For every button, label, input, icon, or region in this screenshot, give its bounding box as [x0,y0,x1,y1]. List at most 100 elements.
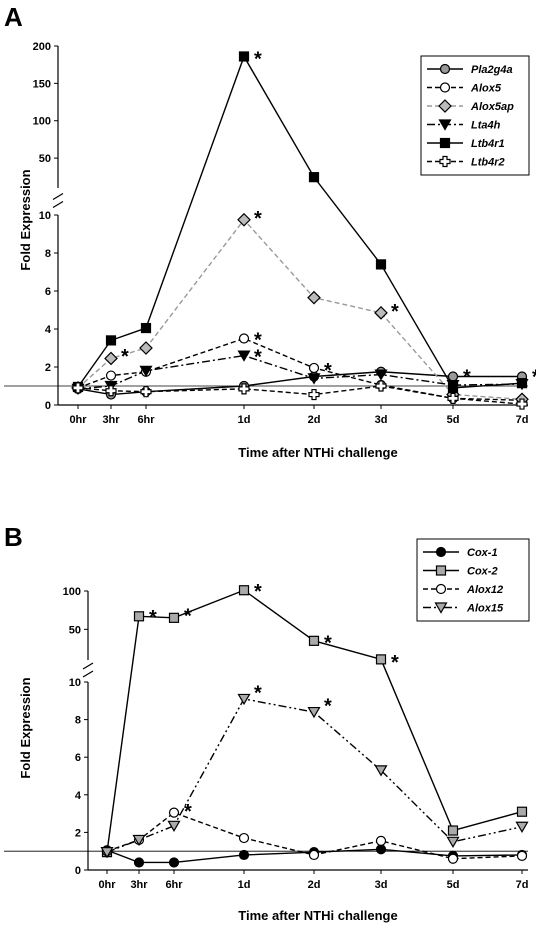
panel-a-series-line [77,354,523,390]
panel-a-data-point [72,382,84,394]
panel-a-data-point [447,392,459,404]
panel-b-data-point [132,834,146,847]
panel-a-y-tick-label: 10 [39,210,51,222]
panel-b-x-tick-label: 3hr [130,879,148,891]
panel-a-legend-box [420,55,530,176]
panel-b-x-axis-title: Time after NTHi challenge [238,908,397,923]
panel-b-legend-marker [434,602,448,614]
panel-a-legend-marker [439,155,451,168]
panel-b-y-axis-title: Fold Expression [18,677,33,778]
panel-b-significance-star: * [254,683,262,705]
panel-a-data-point [375,259,387,270]
panel-b-data-point [516,850,528,862]
panel-a-data-point [447,382,459,393]
panel-a-significance-star: * [391,301,399,323]
panel-b-chart: B Fold Expression Time after NTHi challe… [4,522,530,923]
panel-b-axis-break-mark [82,662,94,670]
panel-a-axis-break-mark [52,192,64,201]
panel-a-y-tick-label: 4 [45,324,52,336]
panel-b-data-point [446,836,460,848]
panel-b-legend-label: Cox-1 [467,547,498,559]
panel-a-y-tick-label: 6 [45,286,51,298]
panel-a-significance-star: * [532,367,536,389]
panel-b-x-tick-label: 7d [516,879,529,891]
panel-a-legend-marker [439,137,451,149]
panel-b-data-point [238,585,250,596]
panel-a-data-point [307,290,321,305]
panel-b-significance-star: * [149,607,157,629]
panel-a-significance-star: * [254,330,262,352]
panel-a-data-point [140,322,152,334]
panel-a-axis-break-mark [52,200,64,209]
panel-b-x-tick-label: 3d [375,879,388,891]
panel-a-legend-label: Alox5 [470,83,502,95]
panel-b-data-point [133,611,145,622]
panel-b-legend-label: Alox12 [466,584,503,596]
panel-a-data-point [308,362,320,374]
panel-b-x-tick-label: 2d [308,879,321,891]
panel-a-data-point [447,371,459,382]
panel-a-data-point [238,51,250,62]
panel-b-y-tick-label: 10 [69,677,81,689]
panel-a-data-point [139,341,153,355]
panel-b-data-point [375,844,387,855]
panel-b-data-point [168,857,180,868]
panel-a-y-tick-label: 2 [45,362,51,374]
panel-a-letter: A [4,2,23,32]
panel-a-x-tick-label: 7d [516,414,529,426]
panel-b-series-line [106,698,523,853]
panel-b-data-point [237,693,251,706]
panel-a-data-point [237,212,251,227]
panel-a-legend-marker [438,99,452,113]
panel-a-series-line [77,54,523,389]
panel-b-data-point [374,765,388,777]
panel-b-data-point [100,847,114,859]
panel-a-significance-star: * [254,49,262,71]
panel-a-series-line [77,385,523,405]
panel-a-series-line [77,371,522,396]
panel-a-significance-star: * [121,346,129,368]
panel-b-data-point [168,612,180,623]
panel-a-significance-star: * [254,208,262,230]
panel-a-data-point [105,370,117,381]
panel-b-data-point [375,654,387,665]
panel-b-data-point [308,635,320,646]
panel-a-legend: Pla2g4a Alox5 Alox5ap Lta4h Ltb4r1 Ltb4r2 [420,55,530,176]
panel-b-significance-star: * [254,581,262,603]
panel-b-data-point [375,835,387,846]
panel-b-data-point [168,807,180,818]
panel-b-significance-star: * [184,801,192,823]
panel-b-data-point [308,849,320,861]
panel-a-y-tick-label: 100 [33,116,51,128]
panel-b-data-point [238,832,250,844]
panel-a-x-tick-label: 2d [308,414,321,426]
panel-b-x-tick-label: 6hr [165,879,183,891]
panel-a-y-axis-title: Fold Expression [18,169,33,270]
panel-b-x-tick-label: 5d [447,879,460,891]
panel-a-legend-label: Ltb4r1 [471,138,505,150]
panel-b-y-tick-label: 4 [75,790,82,802]
panel-a-chart: A Fold Expression Time after NTHi challe… [4,2,536,460]
panel-b-x-tick-label: 0hr [98,879,116,891]
panel-a-data-point [516,398,528,410]
panel-a-legend-label: Ltb4r2 [471,157,505,169]
panel-a-legend-label: Alox5ap [470,101,514,113]
panel-b-legend-marker [435,546,447,558]
panel-a-legend-marker [439,82,451,93]
panel-a-x-axis-title: Time after NTHi challenge [238,445,397,460]
panel-a-x-tick-label: 3hr [102,414,120,426]
panel-b-y-tick-label: 50 [69,624,81,636]
panel-a-significance-star: * [324,360,332,382]
panel-a-x-tick-label: 0hr [69,414,87,426]
panel-a-data-point [375,380,387,392]
panel-b-data-point [516,806,528,817]
panel-a-legend-label: Lta4h [471,120,501,132]
panel-b-data-point [238,849,250,861]
panel-a-data-point [516,378,528,389]
panel-b-significance-star: * [184,605,192,627]
panel-a-y-tick-label: 200 [33,41,51,53]
panel-a-data-point [104,351,118,366]
panel-b-significance-star: * [391,652,399,674]
panel-b-y-tick-label: 6 [75,752,81,764]
